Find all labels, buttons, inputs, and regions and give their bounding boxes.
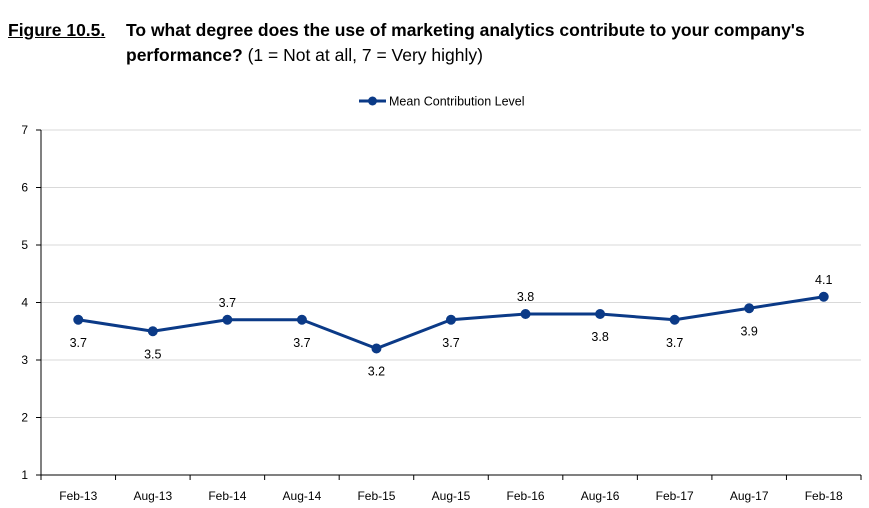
data-point [147, 326, 158, 337]
question-line-2: performance? [126, 45, 243, 65]
x-tick-label: Aug-17 [730, 489, 769, 503]
data-point [520, 309, 531, 319]
x-tick-label: Feb-18 [805, 489, 843, 503]
data-label: 3.7 [219, 296, 236, 310]
gridlines [41, 129, 861, 418]
data-label: 4.1 [815, 273, 832, 287]
data-point [446, 314, 456, 325]
y-tick-label: 5 [21, 238, 28, 252]
data-label: 3.8 [517, 290, 534, 304]
data-label: 3.7 [293, 336, 310, 350]
data-point [744, 303, 755, 314]
data-label: 3.7 [666, 336, 683, 350]
series-mean-contribution [73, 291, 829, 354]
x-tick-label: Feb-17 [656, 489, 694, 503]
y-tick-label: 4 [21, 296, 28, 310]
data-label: 3.9 [740, 324, 757, 338]
legend-label: Mean Contribution Level [389, 95, 525, 109]
x-tick-label: Aug-13 [133, 489, 172, 503]
x-tick-label: Feb-13 [59, 489, 97, 503]
figure-label: Figure 10.5. [8, 20, 106, 40]
data-point [222, 314, 233, 325]
y-tick-label: 1 [21, 468, 28, 482]
figure-question: To what degree does the use of marketing… [126, 18, 863, 68]
data-point [595, 309, 606, 319]
y-tick-label: 2 [21, 411, 28, 425]
question-line-1: To what degree does the use of marketing… [126, 20, 805, 40]
data-label: 3.5 [144, 347, 161, 361]
x-axis-ticks: Feb-13 Aug-13 Feb-14 Aug-14 Feb-15 Aug-15 Feb-… [40, 475, 862, 503]
data-point [296, 314, 307, 325]
data-point [371, 343, 382, 354]
data-point [818, 291, 829, 302]
x-tick-label: Feb-14 [208, 489, 246, 503]
legend: Mean Contribution Level [359, 95, 525, 109]
data-label: 3.8 [591, 330, 608, 344]
figure-title: Figure 10.5. To what degree does the use… [8, 18, 863, 68]
y-tick-label: 3 [21, 353, 28, 367]
data-label: 3.7 [70, 336, 87, 350]
x-tick-label: Aug-14 [283, 489, 322, 503]
data-label: 3.7 [442, 336, 459, 350]
y-tick-label: 7 [21, 123, 28, 137]
data-label: 3.2 [368, 365, 385, 379]
x-tick-label: Aug-15 [432, 489, 471, 503]
x-tick-label: Feb-16 [507, 489, 545, 503]
legend-marker [368, 96, 377, 106]
data-point [73, 314, 84, 325]
data-point [669, 314, 680, 325]
y-axis-ticks: 1 2 3 4 5 6 7 [21, 123, 41, 482]
x-tick-label: Aug-16 [581, 489, 620, 503]
data-labels: 3.7 3.5 3.7 3.7 3.2 3.7 3.8 3.8 3.7 3.9 4.1 [70, 273, 833, 379]
x-tick-label: Feb-15 [357, 489, 395, 503]
y-tick-label: 6 [21, 181, 28, 195]
scale-note: (1 = Not at all, 7 = Very highly) [242, 45, 483, 65]
